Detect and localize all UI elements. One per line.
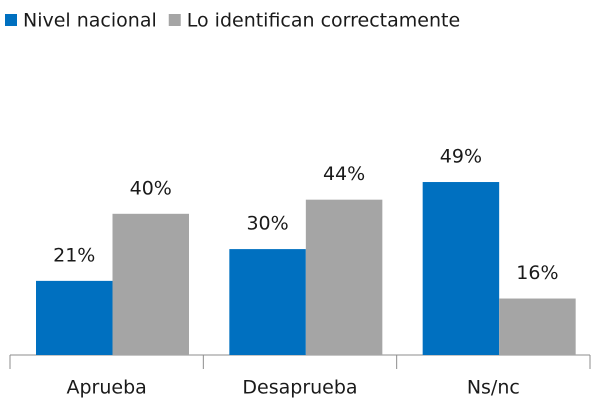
legend-swatch <box>168 14 181 26</box>
legend-swatch <box>5 14 17 26</box>
value-label: 21% <box>53 244 95 266</box>
value-label: 30% <box>246 213 288 235</box>
bar <box>229 249 306 355</box>
value-label: 44% <box>323 163 365 185</box>
value-label: 16% <box>516 262 558 284</box>
bar <box>499 298 576 355</box>
bar <box>112 213 189 355</box>
x-tick-label: Desaprueba <box>242 377 357 399</box>
bar <box>305 199 383 355</box>
bar <box>422 182 500 355</box>
value-label: 40% <box>130 177 172 199</box>
bar <box>36 280 113 355</box>
legend-label: Nivel nacional <box>23 10 157 32</box>
x-tick-label: Aprueba <box>67 377 147 399</box>
legend-label: Lo identifican correctamente <box>187 10 460 32</box>
x-tick-label: Ns/nc <box>467 377 520 399</box>
value-label: 49% <box>440 146 482 168</box>
